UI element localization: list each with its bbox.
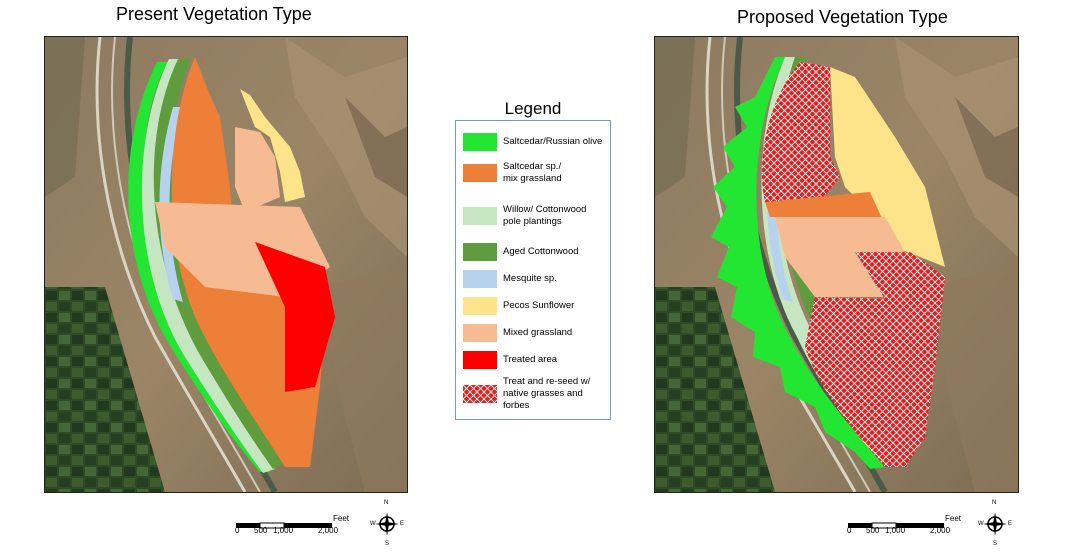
compass-e: E <box>1008 521 1013 527</box>
legend-swatch <box>463 351 497 369</box>
legend-swatch <box>463 297 497 315</box>
legend-label: Aged Cottonwood <box>503 246 579 257</box>
legend-item-mixed-grassland: Mixed grassland <box>463 324 606 342</box>
legend-label: Mixed grassland <box>503 327 573 338</box>
proposed-map-title: Proposed Vegetation Type <box>737 7 948 27</box>
scale-unit: Feet <box>333 514 350 523</box>
proposed-vegetation-map <box>654 36 1019 493</box>
legend-title: Legend <box>504 99 562 118</box>
compass-e: E <box>400 521 405 527</box>
compass-s: S <box>993 541 998 547</box>
legend-label: Saltcedar/Russian olive <box>503 136 603 147</box>
legend: Legend Saltcedar/Russian olive Saltcedar… <box>455 99 611 420</box>
scale-tick: 0 <box>847 526 852 535</box>
scale-bar-present <box>236 516 332 534</box>
legend-swatch <box>463 207 497 225</box>
legend-item-pecos-sunflower: Pecos Sunflower <box>463 297 606 315</box>
scale-tick: 0 <box>235 526 240 535</box>
legend-item-saltcedar-mix-grassland: Saltcedar sp./ mix grassland <box>463 161 606 185</box>
legend-swatch <box>463 243 497 261</box>
legend-item-saltcedar-russian-olive: Saltcedar/Russian olive <box>463 133 606 151</box>
legend-swatch <box>463 164 497 182</box>
scale-unit: Feet <box>945 514 962 523</box>
legend-item-willow-cottonwood: Willow/ Cottonwood pole plantings <box>463 204 606 228</box>
legend-item-treat-reseed: Treat and re-seed w/ native grasses and … <box>463 376 606 412</box>
scale-tick: 1,000 <box>885 526 906 535</box>
legend-swatch-crosshatch <box>463 385 497 403</box>
compass-n: N <box>384 500 389 506</box>
scale-tick: 2,000 <box>930 526 951 535</box>
legend-item-aged-cottonwood: Aged Cottonwood <box>463 243 606 261</box>
legend-item-treated-area: Treated area <box>463 351 606 369</box>
legend-label: Mesquite sp. <box>503 273 557 284</box>
scale-tick: 500 <box>254 526 268 535</box>
legend-label: Treat and re-seed w/ native grasses and … <box>503 376 591 411</box>
north-arrow-present: N S W E <box>370 500 406 548</box>
legend-item-mesquite: Mesquite sp. <box>463 270 606 288</box>
compass-n: N <box>992 500 997 506</box>
legend-label: Willow/ Cottonwood pole plantings <box>503 204 587 227</box>
legend-label: Treated area <box>503 354 558 365</box>
present-vegetation-map <box>44 36 408 493</box>
legend-label: Saltcedar sp./ mix grassland <box>503 161 562 184</box>
legend-swatch <box>463 324 497 342</box>
compass-w: W <box>978 521 984 527</box>
present-map-title: Present Vegetation Type <box>116 4 312 24</box>
legend-label: Pecos Sunflower <box>503 300 575 311</box>
legend-swatch <box>463 133 497 151</box>
scale-bar-proposed <box>848 516 944 534</box>
compass-w: W <box>370 521 376 527</box>
scale-tick: 2,000 <box>318 526 339 535</box>
compass-s: S <box>385 541 390 547</box>
scale-tick: 1,000 <box>273 526 294 535</box>
north-arrow-proposed: N S W E <box>978 500 1014 548</box>
legend-swatch <box>463 270 497 288</box>
scale-tick: 500 <box>866 526 880 535</box>
